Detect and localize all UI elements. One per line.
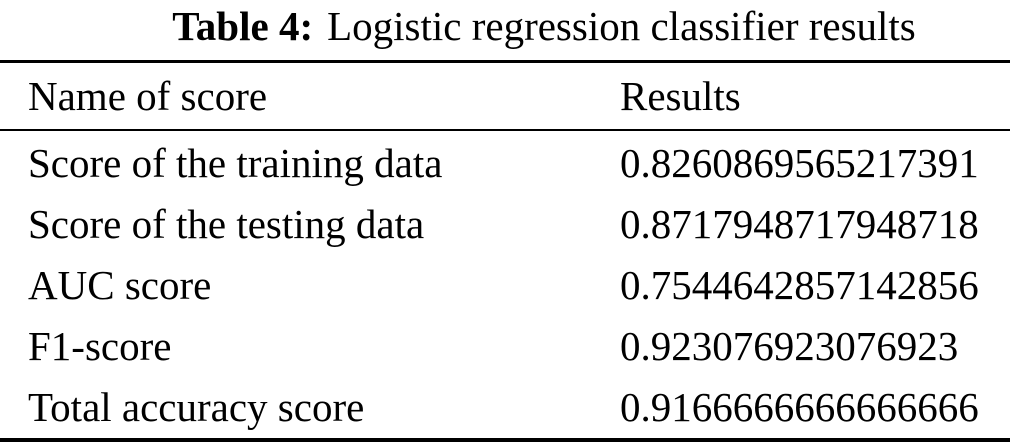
table-row: Score of the testing data 0.871794871794…: [0, 193, 1010, 254]
score-value-cell: 0.9166666666666666: [620, 383, 979, 430]
table-row: Total accuracy score 0.9166666666666666: [0, 376, 1010, 437]
column-header-results: Results: [620, 73, 741, 119]
table-header-row: Name of score Results: [0, 63, 1010, 129]
table-row: F1-score 0.923076923076923: [0, 315, 1010, 376]
score-value-cell: 0.923076923076923: [620, 322, 959, 369]
table-caption-label: Table 4:: [172, 3, 314, 49]
score-name-cell: Total accuracy score: [28, 383, 365, 430]
table-bottom-rule: [0, 438, 1010, 442]
table-caption-text: Logistic regression classifier results: [327, 3, 916, 49]
score-value-cell: 0.7544642857142856: [620, 261, 979, 308]
table-body: Score of the training data 0.82608695652…: [0, 132, 1010, 437]
table-header-rule: [0, 129, 1010, 131]
table-top-rule: [0, 60, 1010, 63]
score-name-cell: F1-score: [28, 322, 172, 369]
score-name-cell: Score of the testing data: [28, 200, 425, 247]
column-header-name: Name of score: [28, 73, 268, 119]
score-name-cell: Score of the training data: [28, 139, 443, 186]
table-caption: Table 4: Logistic regression classifier r…: [39, 2, 1010, 50]
score-value-cell: 0.8260869565217391: [620, 139, 979, 186]
table-row: AUC score 0.7544642857142856: [0, 254, 1010, 315]
score-value-cell: 0.8717948717948718: [620, 200, 979, 247]
score-name-cell: AUC score: [28, 261, 212, 308]
table-row: Score of the training data 0.82608695652…: [0, 132, 1010, 193]
